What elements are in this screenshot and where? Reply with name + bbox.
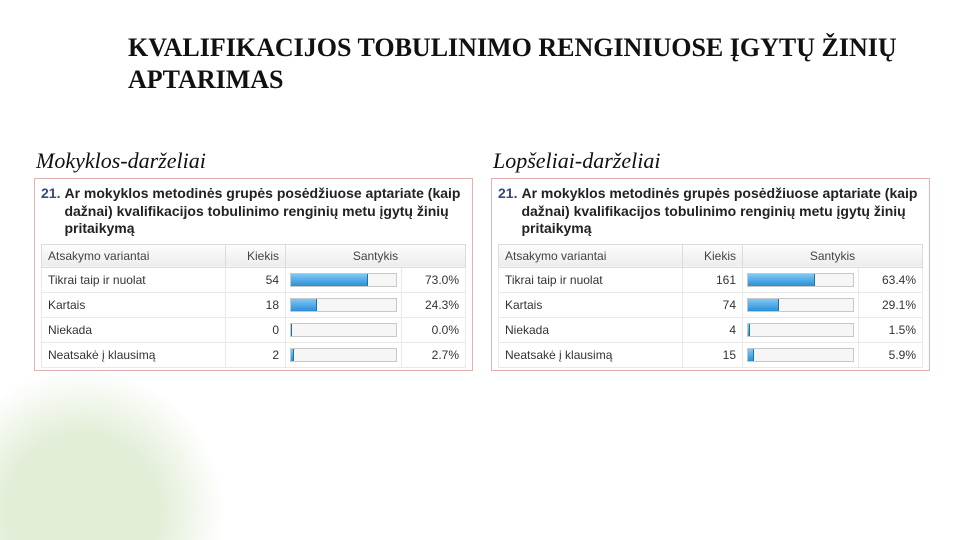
row-label: Tikrai taip ir nuolat: [42, 267, 226, 292]
row-label: Neatsakė į klausimą: [499, 342, 683, 367]
column-subtitle: Mokyklos-darželiai: [34, 148, 473, 174]
table-row: Tikrai taip ir nuolat 161 63.4%: [499, 267, 923, 292]
table-row: Kartais 18 24.3%: [42, 292, 466, 317]
table-row: Neatsakė į klausimą 15 5.9%: [499, 342, 923, 367]
row-count: 161: [683, 267, 743, 292]
row-pct: 29.1%: [859, 292, 923, 317]
row-pct: 24.3%: [402, 292, 466, 317]
question-number: 21.: [41, 185, 60, 203]
question-text: Ar mokyklos metodinės grupės posėdžiuose…: [64, 185, 466, 238]
row-label: Kartais: [499, 292, 683, 317]
question-number: 21.: [498, 185, 517, 203]
header-count: Kiekis: [683, 244, 743, 267]
row-label: Niekada: [499, 317, 683, 342]
row-bar: [286, 342, 402, 367]
header-ratio: Santykis: [286, 244, 466, 267]
row-bar: [286, 267, 402, 292]
row-bar: [743, 292, 859, 317]
header-ratio: Santykis: [743, 244, 923, 267]
question-block: 21. Ar mokyklos metodinės grupės posėdži…: [41, 185, 466, 238]
question-block: 21. Ar mokyklos metodinės grupės posėdži…: [498, 185, 923, 238]
column-mokyklos: Mokyklos-darželiai 21. Ar mokyklos metod…: [34, 148, 473, 371]
row-count: 2: [226, 342, 286, 367]
row-count: 18: [226, 292, 286, 317]
row-count: 0: [226, 317, 286, 342]
row-label: Kartais: [42, 292, 226, 317]
row-bar: [286, 317, 402, 342]
row-label: Tikrai taip ir nuolat: [499, 267, 683, 292]
header-count: Kiekis: [226, 244, 286, 267]
question-text: Ar mokyklos metodinės grupės posėdžiuose…: [521, 185, 923, 238]
column-lopseliai: Lopšeliai-darželiai 21. Ar mokyklos meto…: [491, 148, 930, 371]
results-table: Atsakymo variantai Kiekis Santykis Tikra…: [498, 244, 923, 368]
table-row: Niekada 0 0.0%: [42, 317, 466, 342]
header-variant: Atsakymo variantai: [42, 244, 226, 267]
row-pct: 5.9%: [859, 342, 923, 367]
survey-panel: 21. Ar mokyklos metodinės grupės posėdži…: [491, 178, 930, 371]
row-count: 74: [683, 292, 743, 317]
table-row: Niekada 4 1.5%: [499, 317, 923, 342]
header-variant: Atsakymo variantai: [499, 244, 683, 267]
survey-panel: 21. Ar mokyklos metodinės grupės posėdži…: [34, 178, 473, 371]
row-label: Neatsakė į klausimą: [42, 342, 226, 367]
row-pct: 1.5%: [859, 317, 923, 342]
table-row: Neatsakė į klausimą 2 2.7%: [42, 342, 466, 367]
row-bar: [743, 317, 859, 342]
row-count: 4: [683, 317, 743, 342]
column-subtitle: Lopšeliai-darželiai: [491, 148, 930, 174]
row-bar: [743, 342, 859, 367]
results-table: Atsakymo variantai Kiekis Santykis Tikra…: [41, 244, 466, 368]
table-row: Tikrai taip ir nuolat 54 73.0%: [42, 267, 466, 292]
columns-container: Mokyklos-darželiai 21. Ar mokyklos metod…: [34, 148, 930, 371]
page-title: KVALIFIKACIJOS TOBULINIMO RENGINIUOSE ĮG…: [128, 32, 920, 95]
row-bar: [743, 267, 859, 292]
table-header-row: Atsakymo variantai Kiekis Santykis: [499, 244, 923, 267]
row-label: Niekada: [42, 317, 226, 342]
row-pct: 73.0%: [402, 267, 466, 292]
row-bar: [286, 292, 402, 317]
table-row: Kartais 74 29.1%: [499, 292, 923, 317]
row-pct: 63.4%: [859, 267, 923, 292]
row-count: 54: [226, 267, 286, 292]
row-pct: 2.7%: [402, 342, 466, 367]
table-header-row: Atsakymo variantai Kiekis Santykis: [42, 244, 466, 267]
row-count: 15: [683, 342, 743, 367]
row-pct: 0.0%: [402, 317, 466, 342]
